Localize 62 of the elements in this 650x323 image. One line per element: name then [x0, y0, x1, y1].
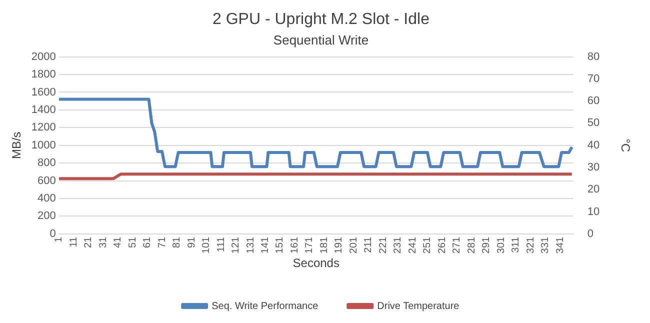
x-axis-title: Seconds: [292, 256, 340, 270]
x-tick-label: 111: [216, 236, 227, 252]
y2-tick-label: 0: [587, 228, 594, 240]
x-tick-label: 241: [407, 236, 418, 254]
y2-tick-label: 30: [587, 162, 600, 174]
x-tick-label: 11: [68, 236, 80, 248]
x-tick-label: 251: [422, 236, 434, 254]
y-tick-label: 200: [38, 210, 56, 222]
x-tick-label: 131: [245, 236, 256, 254]
y-tick-label: 0: [50, 228, 56, 240]
y2-tick-label: 50: [587, 117, 600, 130]
y2-tick-label: 40: [587, 139, 600, 152]
y-tick-label: 1200: [31, 122, 56, 134]
x-tick-label: 91: [186, 236, 198, 248]
y2-tick-label: 10: [587, 206, 600, 218]
x-tick-label: 161: [289, 236, 300, 254]
y2-axis-title: °C: [618, 138, 632, 152]
x-tick-label: 321: [525, 236, 536, 254]
x-tick-label: 81: [172, 236, 183, 248]
x-tick-label: 121: [230, 236, 242, 254]
x-tick-label: 171: [304, 236, 316, 254]
x-tick-label: 1: [54, 236, 65, 242]
x-tick-label: 101: [201, 236, 212, 254]
x-tick-label: 181: [318, 236, 330, 254]
y2-tick-label: 70: [587, 72, 600, 85]
x-tick-label: 261: [436, 236, 448, 254]
y2-tick-label: 60: [587, 95, 600, 108]
x-tick-label: 51: [127, 236, 138, 248]
chart-title: 2 GPU - Upright M.2 Slot - Idle: [212, 11, 430, 28]
x-tick-label: 341: [554, 236, 566, 254]
x-tick-label: 221: [378, 236, 389, 254]
y-tick-label: 800: [38, 157, 56, 170]
y2-tick-label: 20: [587, 184, 600, 196]
x-tick-label: 151: [274, 236, 286, 254]
x-tick-label: 281: [466, 236, 478, 254]
y-tick-label: 400: [38, 192, 56, 205]
x-tick-label: 311: [510, 236, 522, 253]
x-tick-label: 41: [112, 236, 124, 248]
x-tick-label: 61: [142, 236, 154, 248]
y2-tick-label: 80: [587, 50, 600, 63]
chart-subtitle: Sequential Write: [273, 32, 369, 48]
x-tick-label: 271: [452, 236, 463, 254]
y-tick-label: 1000: [31, 139, 56, 152]
x-tick-label: 291: [481, 236, 492, 254]
x-tick-label: 301: [496, 236, 507, 254]
x-tick-label: 21: [83, 236, 94, 248]
x-tick-label: 201: [348, 236, 360, 254]
x-tick-label: 191: [334, 236, 345, 254]
y-tick-label: 600: [38, 174, 56, 187]
y-tick-label: 1800: [31, 68, 56, 81]
x-tick-label: 141: [260, 236, 272, 254]
x-tick-label: 71: [156, 236, 168, 248]
y-axis-title: MB/s: [10, 132, 24, 160]
legend-label: Seq. Write Performance: [212, 300, 319, 312]
y-tick-label: 1600: [31, 86, 56, 98]
legend-label: Drive Temperature: [377, 300, 460, 312]
x-tick-label: 331: [540, 236, 552, 254]
y-tick-label: 2000: [31, 50, 56, 63]
y-tick-label: 1400: [31, 104, 56, 116]
x-tick-label: 211: [363, 236, 374, 253]
x-tick-label: 31: [98, 236, 109, 248]
x-tick-label: 231: [392, 236, 404, 254]
